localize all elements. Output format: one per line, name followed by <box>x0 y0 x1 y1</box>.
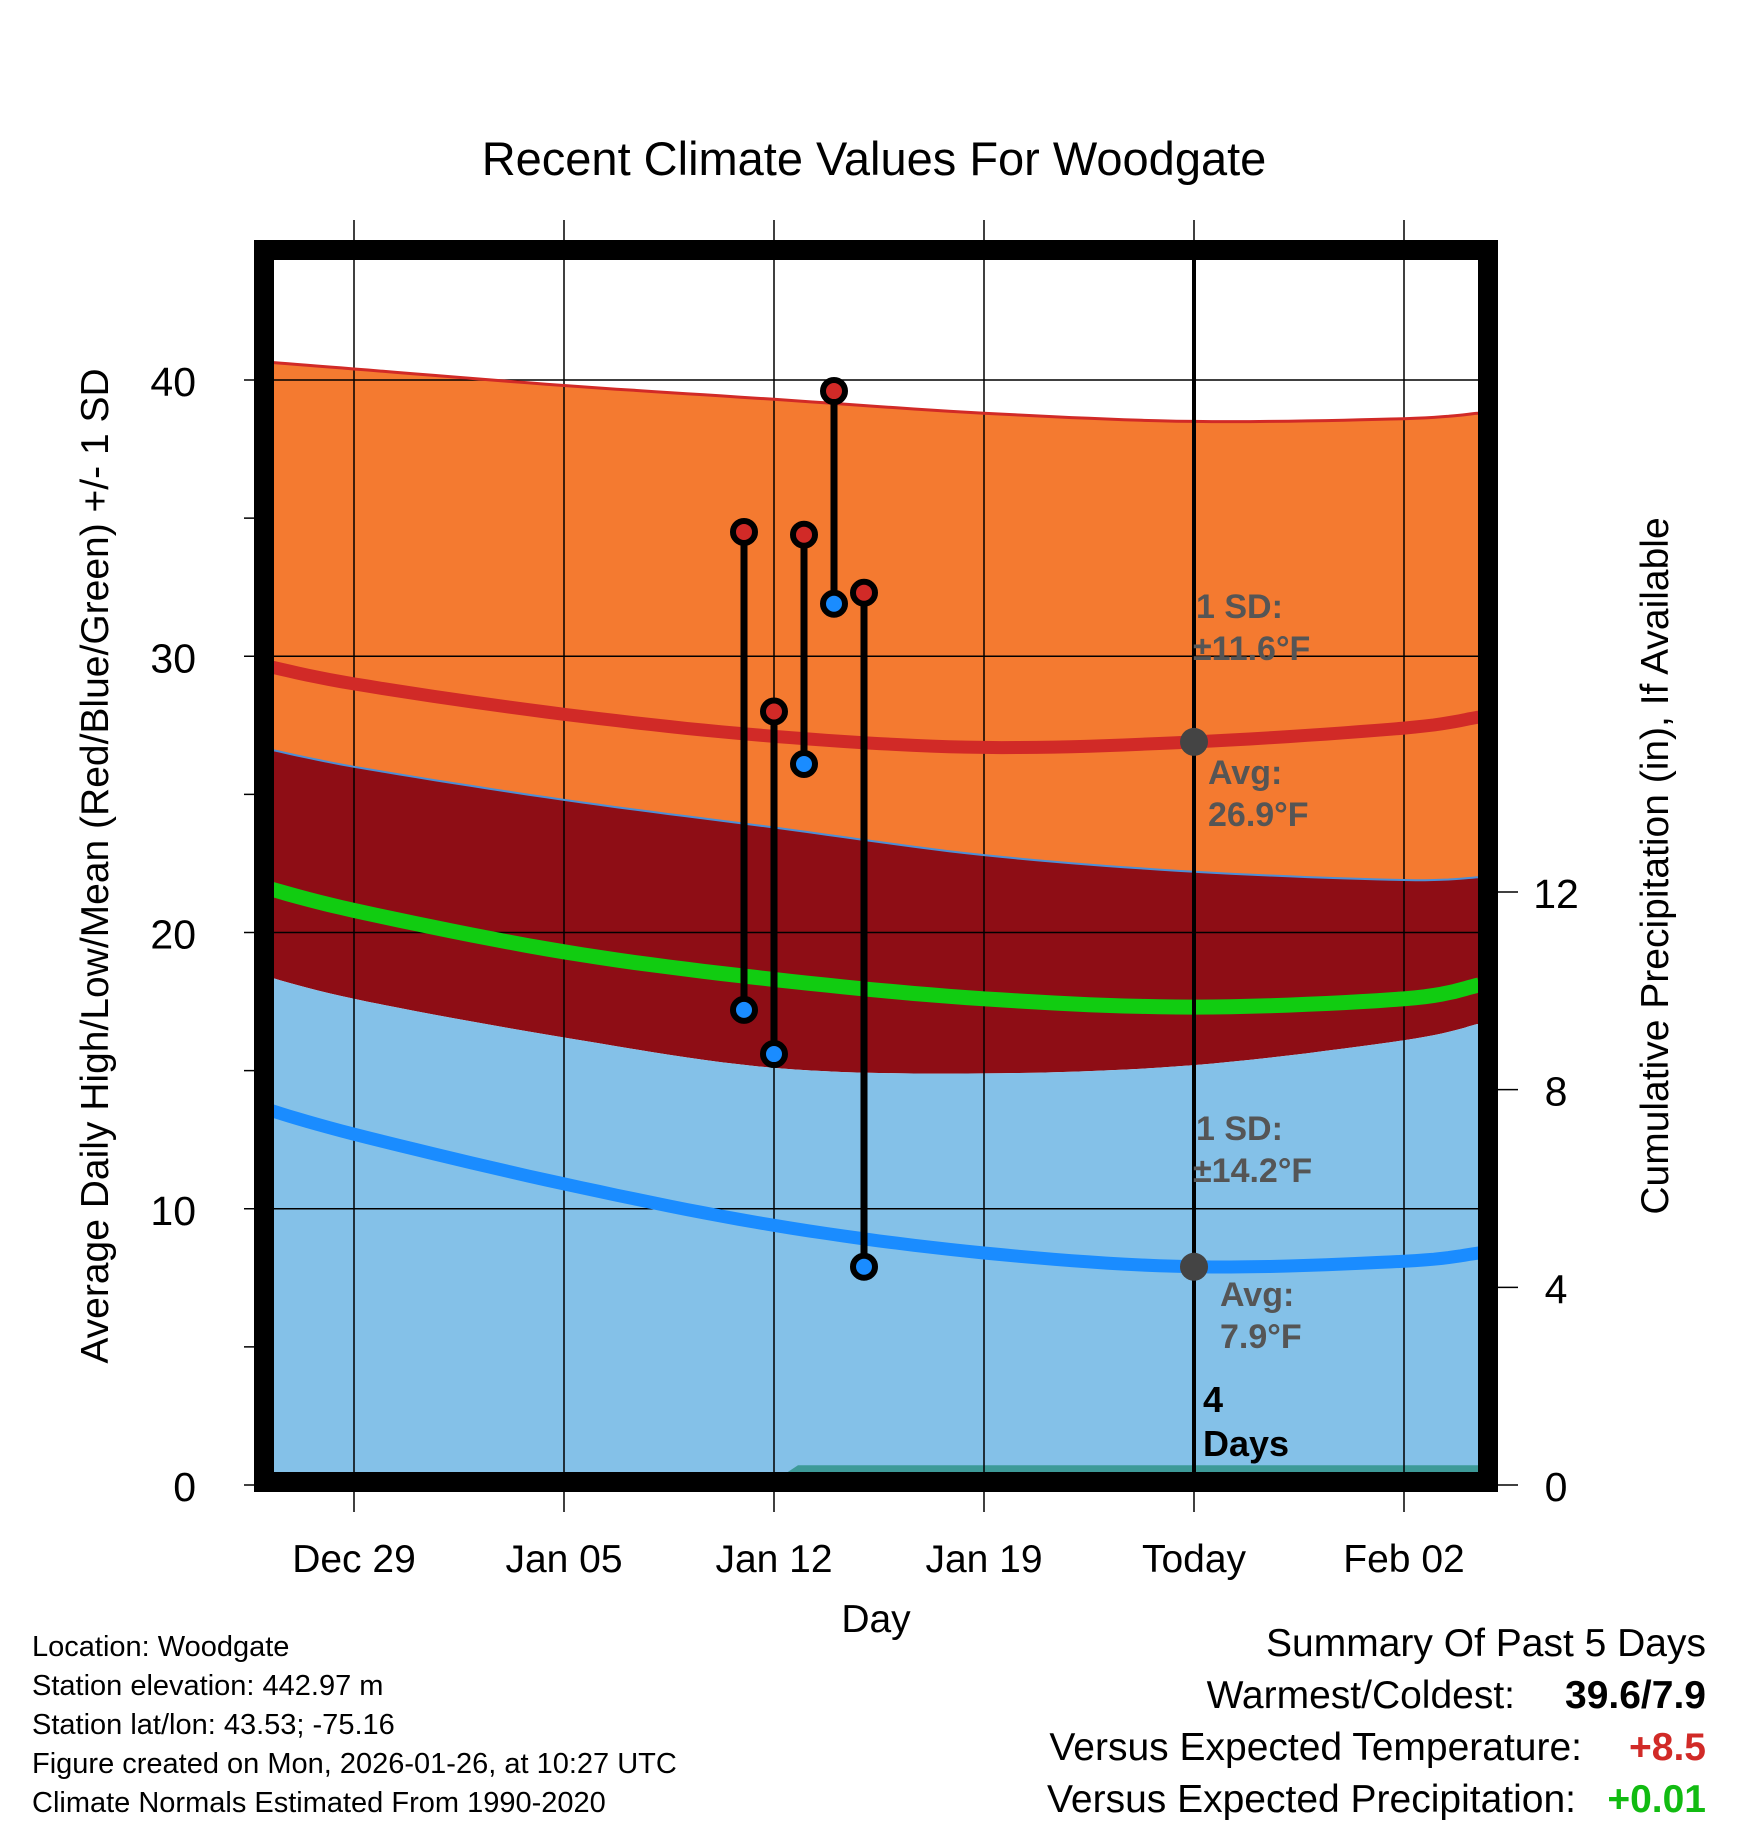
station-info: Location: Woodgate Station elevation: 44… <box>32 1628 677 1823</box>
y-axis-label: Average Daily High/Low/Mean (Red/Blue/Gr… <box>74 368 117 1363</box>
observed-low-point <box>820 589 848 618</box>
low-sd-value: ±14.2°F <box>1193 1152 1312 1190</box>
high-avg-label: Avg: <box>1208 754 1282 792</box>
low-sd-band <box>264 975 1479 1482</box>
y-tick-label: 10 <box>150 1188 196 1234</box>
observed-low-point <box>760 1040 788 1069</box>
summary-precip-row: Versus Expected Precipitation: +0.01 <box>1047 1774 1706 1826</box>
high-sd-value: ±11.6°F <box>1193 630 1310 668</box>
y-tick-label: 30 <box>150 635 196 681</box>
today-high-point <box>1180 727 1208 756</box>
high-sd-band <box>264 361 1479 881</box>
mean-band <box>264 748 1479 1074</box>
days-word: Days <box>1203 1423 1289 1464</box>
created-text: Figure created on Mon, 2026-01-26, at 10… <box>32 1748 677 1780</box>
y2-tick-label: 0 <box>1545 1464 1568 1510</box>
observed-high-point <box>760 697 788 726</box>
y-tick-label: 0 <box>173 1464 196 1510</box>
chart-title: Recent Climate Values For Woodgate <box>482 132 1267 185</box>
precip-value: +0.01 <box>1607 1778 1706 1821</box>
y2-tick-label: 8 <box>1545 1069 1568 1115</box>
x-tick-label: Feb 02 <box>1343 1538 1464 1581</box>
x-tick-label: Jan 19 <box>925 1538 1042 1581</box>
normals-text: Climate Normals Estimated From 1990-2020 <box>32 1787 606 1819</box>
x-tick-label: Dec 29 <box>292 1538 416 1581</box>
temp-value: +8.5 <box>1629 1726 1706 1769</box>
summary-temp-row: Versus Expected Temperature: +8.5 <box>1047 1722 1706 1774</box>
normal-low-line <box>264 1101 1480 1274</box>
y2-tick-label: 4 <box>1545 1266 1568 1312</box>
y-tick-label: 40 <box>150 359 196 405</box>
high-avg-value: 26.9°F <box>1208 796 1309 834</box>
observed-high-point <box>790 520 818 549</box>
observed-high-point <box>730 517 758 546</box>
warmest-value: 39.6/7.9 <box>1565 1674 1706 1717</box>
x-tick-label: Jan 05 <box>505 1538 622 1581</box>
warmest-label: Warmest/Coldest: <box>1206 1674 1516 1717</box>
temp-label: Versus Expected Temperature: <box>1049 1726 1582 1769</box>
normal-high-line <box>264 658 1481 755</box>
precip-label: Versus Expected Precipitation: <box>1047 1778 1576 1821</box>
summary-heading: Summary Of Past 5 Days <box>1266 1622 1706 1665</box>
y2-tick-label: 12 <box>1533 871 1579 917</box>
summary-warmest-row: Warmest/Coldest: 39.6/7.9 <box>1047 1670 1706 1722</box>
x-axis-label: Day <box>841 1598 911 1641</box>
high-sd-label: 1 SD: <box>1196 588 1283 626</box>
today-low-point <box>1180 1252 1208 1281</box>
observed-low-point <box>850 1252 878 1281</box>
y2-axis-label: Cumulative Precipitation (in), If Availa… <box>1634 517 1677 1214</box>
high-sd-edge <box>264 360 1480 424</box>
observed-high-point <box>850 578 878 607</box>
x-tick-label: Jan 12 <box>715 1538 832 1581</box>
plot-frame <box>254 240 1498 1492</box>
low-sd-label: 1 SD: <box>1196 1110 1283 1148</box>
low-avg-value: 7.9°F <box>1220 1318 1302 1356</box>
location-text: Location: Woodgate <box>32 1631 290 1663</box>
summary-panel: Summary Of Past 5 Days Warmest/Coldest: 3… <box>1047 1618 1706 1826</box>
y-tick-label: 20 <box>150 912 196 958</box>
x-tick-label: Today <box>1142 1538 1247 1581</box>
days-number: 4 <box>1203 1379 1223 1420</box>
high-sd-lower-edge <box>264 747 1480 882</box>
normal-mean-line <box>264 879 1481 1015</box>
observed-high-point <box>820 377 848 406</box>
low-avg-label: Avg: <box>1220 1276 1294 1314</box>
latlon-text: Station lat/lon: 43.53; -75.16 <box>32 1709 395 1741</box>
observed-low-point <box>730 995 758 1024</box>
observed-low-point <box>790 749 818 778</box>
elevation-text: Station elevation: 442.97 m <box>32 1670 384 1702</box>
